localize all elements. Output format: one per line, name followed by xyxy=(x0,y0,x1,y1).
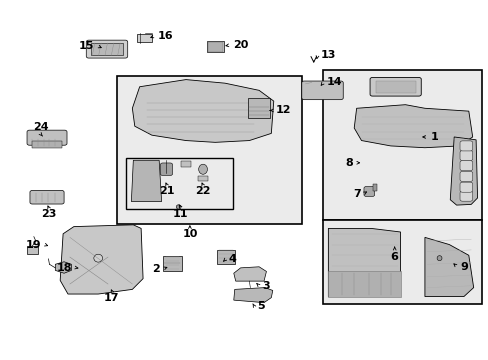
Text: 13: 13 xyxy=(320,50,335,60)
Text: 19: 19 xyxy=(26,239,41,249)
FancyBboxPatch shape xyxy=(459,150,472,161)
Text: 9: 9 xyxy=(459,262,467,272)
Text: 24: 24 xyxy=(33,122,48,132)
Bar xyxy=(375,81,415,93)
Text: 2: 2 xyxy=(152,264,159,274)
Bar xyxy=(207,41,222,51)
FancyBboxPatch shape xyxy=(363,186,374,197)
Polygon shape xyxy=(131,160,161,202)
Text: 7: 7 xyxy=(352,189,360,199)
FancyBboxPatch shape xyxy=(369,77,420,96)
Bar xyxy=(117,76,302,224)
Bar xyxy=(163,256,181,271)
Polygon shape xyxy=(328,228,400,297)
Polygon shape xyxy=(132,80,273,142)
FancyBboxPatch shape xyxy=(27,130,67,145)
Ellipse shape xyxy=(176,205,181,209)
Bar xyxy=(372,184,376,191)
Polygon shape xyxy=(55,262,71,273)
Bar xyxy=(247,98,269,118)
Polygon shape xyxy=(60,225,143,294)
Bar xyxy=(126,158,232,210)
Text: 18: 18 xyxy=(56,262,72,273)
Text: 11: 11 xyxy=(172,209,187,219)
Text: 16: 16 xyxy=(158,31,173,41)
Bar xyxy=(322,69,482,220)
Bar xyxy=(32,140,61,148)
FancyBboxPatch shape xyxy=(459,191,472,201)
Text: 20: 20 xyxy=(232,40,248,50)
FancyBboxPatch shape xyxy=(160,163,172,176)
Bar xyxy=(322,220,482,304)
Polygon shape xyxy=(424,237,473,297)
Polygon shape xyxy=(449,137,477,205)
Text: 23: 23 xyxy=(41,210,56,219)
Text: 22: 22 xyxy=(194,186,210,197)
Text: 14: 14 xyxy=(326,77,341,87)
Text: 17: 17 xyxy=(104,293,120,303)
Bar xyxy=(328,271,400,297)
Bar xyxy=(91,43,122,55)
Text: 5: 5 xyxy=(257,301,264,311)
Bar xyxy=(198,176,207,181)
Bar xyxy=(27,246,38,254)
Text: 12: 12 xyxy=(275,105,291,116)
Bar xyxy=(217,250,234,264)
Bar xyxy=(206,41,224,52)
FancyBboxPatch shape xyxy=(459,161,472,171)
FancyBboxPatch shape xyxy=(30,190,64,204)
FancyBboxPatch shape xyxy=(459,141,472,151)
Text: 21: 21 xyxy=(159,186,174,197)
Text: 3: 3 xyxy=(262,281,269,291)
Polygon shape xyxy=(233,267,266,281)
Ellipse shape xyxy=(436,256,441,261)
Bar xyxy=(180,161,191,167)
Text: 4: 4 xyxy=(228,254,236,264)
Text: 15: 15 xyxy=(79,41,94,51)
Polygon shape xyxy=(353,105,472,148)
Polygon shape xyxy=(233,288,272,303)
FancyBboxPatch shape xyxy=(301,81,343,100)
Text: 1: 1 xyxy=(430,132,438,142)
FancyBboxPatch shape xyxy=(459,182,472,192)
Text: 6: 6 xyxy=(390,252,398,262)
FancyBboxPatch shape xyxy=(459,171,472,181)
Bar xyxy=(137,33,152,42)
Ellipse shape xyxy=(198,164,207,174)
Ellipse shape xyxy=(94,254,102,262)
Text: 10: 10 xyxy=(182,229,197,239)
Text: 8: 8 xyxy=(345,158,352,168)
FancyBboxPatch shape xyxy=(86,40,127,58)
